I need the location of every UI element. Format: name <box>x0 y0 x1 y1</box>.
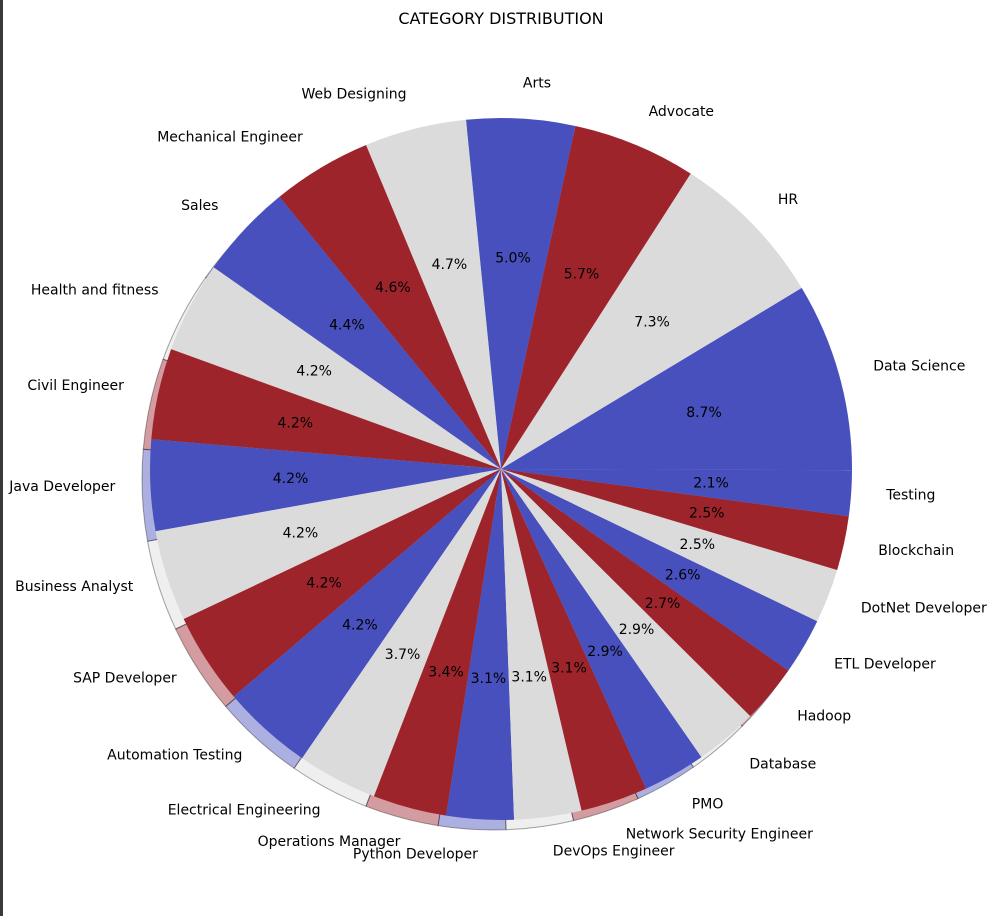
slice-advocate <box>501 125 691 469</box>
percent-label-operations-manager: 3.4% <box>428 664 464 680</box>
category-label-hadoop: Hadoop <box>797 709 851 725</box>
slice-python-developer <box>446 469 515 821</box>
percent-label-electrical-engineering: 3.7% <box>385 647 421 663</box>
percent-label-data-science: 8.7% <box>686 405 722 421</box>
percent-label-hr: 7.3% <box>634 314 670 330</box>
percent-label-sales: 4.4% <box>329 318 365 334</box>
percent-label-network-security-engineer: 3.1% <box>551 660 587 676</box>
slice-data-science <box>501 287 853 471</box>
percent-label-database: 2.9% <box>619 622 655 638</box>
percent-label-advocate: 5.7% <box>564 266 600 282</box>
percent-label-health-and-fitness: 4.2% <box>296 364 332 380</box>
category-label-pmo: PMO <box>692 797 724 813</box>
category-label-database: Database <box>749 757 816 773</box>
percent-label-civil-engineer: 4.2% <box>278 416 314 432</box>
slice-hadoop <box>501 469 789 717</box>
slice-database <box>501 469 751 758</box>
percent-label-mechanical-engineer: 4.6% <box>375 280 411 296</box>
slice-civil-engineer <box>151 349 501 469</box>
percent-label-web-designing: 4.7% <box>432 257 468 273</box>
percent-label-business-analyst: 4.2% <box>283 525 319 541</box>
category-label-civil-engineer: Civil Engineer <box>27 378 124 394</box>
category-label-data-science: Data Science <box>873 358 965 374</box>
category-label-web-designing: Web Designing <box>302 87 407 103</box>
category-label-electrical-engineering: Electrical Engineering <box>168 802 321 818</box>
category-label-java-developer: Java Developer <box>8 479 115 495</box>
slice-arts <box>465 117 576 470</box>
frame-edge <box>0 0 3 916</box>
chart-title: CATEGORY DISTRIBUTION <box>398 9 603 28</box>
slice-electrical-engineering <box>302 469 501 797</box>
category-label-sap-developer: SAP Developer <box>73 671 177 687</box>
slice-testing <box>501 469 852 517</box>
slice-devops-engineer <box>501 469 582 820</box>
category-label-health-and-fitness: Health and fitness <box>31 283 159 299</box>
slice-health-and-fitness <box>171 267 501 469</box>
slice-hr <box>501 173 802 469</box>
percent-label-devops-engineer: 3.1% <box>511 670 547 686</box>
category-label-automation-testing: Automation Testing <box>107 748 242 764</box>
percent-label-blockchain: 2.5% <box>689 506 725 522</box>
category-label-advocate: Advocate <box>649 104 714 120</box>
percent-label-dotnet-developer: 2.5% <box>680 537 716 553</box>
percent-label-testing: 2.1% <box>693 476 729 492</box>
slice-web-designing <box>366 119 501 469</box>
category-label-sales: Sales <box>181 198 218 214</box>
slice-sales <box>213 196 501 469</box>
percent-label-pmo: 2.9% <box>587 644 623 660</box>
slice-sap-developer <box>183 469 501 697</box>
slice-operations-manager <box>373 469 501 816</box>
category-label-dotnet-developer: DotNet Developer <box>861 601 987 617</box>
slice-java-developer <box>150 439 501 532</box>
slice-mechanical-engineer <box>279 144 501 470</box>
category-label-devops-engineer: DevOps Engineer <box>553 844 675 860</box>
category-label-operations-manager: Operations Manager <box>258 834 401 850</box>
slice-blockchain <box>501 469 849 571</box>
percent-label-hadoop: 2.7% <box>645 596 681 612</box>
slice-network-security-engineer <box>501 469 647 811</box>
category-label-blockchain: Blockchain <box>878 543 954 559</box>
percent-label-python-developer: 3.1% <box>471 671 507 687</box>
percent-label-automation-testing: 4.2% <box>342 617 378 633</box>
slice-pmo <box>501 469 702 789</box>
label-layer: Data Science 8.7% HR 7.3% Advocate 5.7% Arts 5.… <box>8 76 987 863</box>
category-label-business-analyst: Business Analyst <box>15 579 134 595</box>
slice-automation-testing <box>233 469 501 759</box>
category-label-hr: HR <box>778 192 799 208</box>
category-label-etl-developer: ETL Developer <box>834 656 936 672</box>
category-label-mechanical-engineer: Mechanical Engineer <box>157 130 303 146</box>
percent-label-java-developer: 4.2% <box>273 471 309 487</box>
slice-layer <box>150 117 853 821</box>
category-label-python-developer: Python Developer <box>353 846 478 862</box>
category-label-network-security-engineer: Network Security Engineer <box>626 826 813 842</box>
slice-business-analyst <box>155 469 501 620</box>
category-label-testing: Testing <box>885 488 935 504</box>
percent-label-sap-developer: 4.2% <box>306 575 342 591</box>
percent-label-arts: 5.0% <box>495 251 531 267</box>
percent-label-etl-developer: 2.6% <box>665 568 701 584</box>
slice-dotnet-developer <box>501 469 838 622</box>
category-label-arts: Arts <box>523 76 551 92</box>
slice-etl-developer <box>501 469 818 671</box>
